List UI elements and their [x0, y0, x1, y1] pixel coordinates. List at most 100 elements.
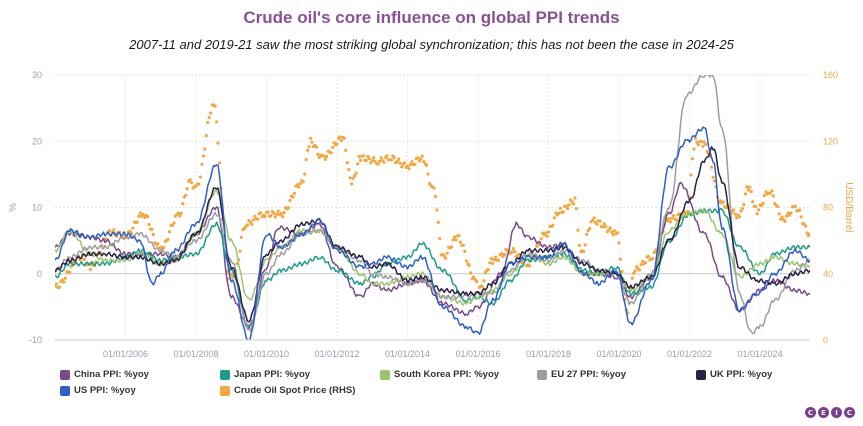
- oil-price-point: [748, 185, 752, 189]
- oil-price-point: [712, 179, 717, 183]
- oil-price-point: [611, 233, 615, 237]
- oil-price-point: [517, 252, 521, 256]
- chart-title: Crude oil's core influence on global PPI…: [243, 8, 620, 27]
- oil-price-point: [147, 222, 151, 227]
- y-left-tick-label: 10: [32, 203, 42, 213]
- oil-price-point: [378, 159, 382, 163]
- x-tick-label: 01/01/2014: [385, 349, 430, 359]
- oil-price-point: [433, 194, 437, 199]
- oil-price-point: [407, 167, 411, 171]
- oil-price-point: [436, 220, 440, 224]
- oil-price-point: [397, 157, 401, 161]
- oil-price-point: [420, 154, 424, 158]
- oil-price-point: [347, 168, 351, 172]
- y-left-tick-label: 20: [32, 136, 42, 146]
- oil-price-point: [445, 251, 449, 255]
- oil-price-point: [799, 215, 803, 219]
- legend-item-uk[interactable]: UK PPI: %yoy: [696, 369, 772, 380]
- legend-item-south-korea[interactable]: South Korea PPI: %yoy: [380, 369, 499, 380]
- oil-price-point: [759, 204, 764, 208]
- oil-price-point: [314, 145, 319, 149]
- oil-price-point: [107, 228, 111, 233]
- oil-price-point: [197, 182, 201, 186]
- oil-price-point: [317, 155, 321, 160]
- oil-price-point: [457, 234, 461, 238]
- x-tick-label: 01/01/2020: [597, 349, 642, 359]
- oil-price-point: [398, 161, 402, 165]
- oil-price-point: [245, 223, 249, 227]
- oil-price-point: [353, 174, 357, 178]
- oil-price-point: [511, 247, 515, 251]
- oil-price-point: [467, 263, 471, 268]
- oil-price-point: [188, 178, 192, 182]
- oil-price-point: [743, 192, 748, 196]
- oil-price-point: [502, 252, 507, 256]
- oil-price-point: [692, 147, 696, 151]
- oil-price-point: [145, 215, 150, 219]
- legend-item-eu27[interactable]: EU 27 PPI: %yoy: [537, 369, 626, 380]
- oil-price-point: [475, 280, 479, 284]
- y-right-tick-label: 160: [823, 70, 838, 80]
- oil-price-point: [279, 211, 283, 215]
- oil-price-point: [338, 135, 342, 139]
- oil-price-point: [373, 159, 377, 163]
- legend-label: Crude Oil Spot Price (RHS): [234, 385, 356, 396]
- legend-item-japan[interactable]: Japan PPI: %yoy: [220, 369, 310, 380]
- legend-item-crude-oil[interactable]: Crude Oil Spot Price (RHS): [220, 385, 355, 396]
- oil-price-point: [576, 228, 580, 232]
- oil-price-point: [435, 208, 439, 212]
- oil-price-point: [494, 255, 498, 259]
- oil-price-point: [370, 159, 374, 163]
- oil-price-point: [724, 206, 728, 210]
- oil-price-point: [329, 151, 333, 155]
- oil-price-point: [595, 222, 599, 226]
- oil-price-point: [385, 154, 389, 158]
- oil-price-point: [88, 268, 92, 272]
- oil-price-point: [651, 257, 655, 261]
- oil-price-point: [737, 215, 742, 219]
- oil-price-point: [535, 244, 539, 248]
- oil-price-point: [497, 258, 501, 262]
- oil-price-point: [454, 238, 458, 242]
- oil-price-point: [711, 175, 715, 179]
- oil-price-point: [438, 236, 442, 241]
- oil-price-point: [325, 154, 329, 159]
- oil-price-point: [646, 254, 651, 258]
- oil-price-point: [239, 235, 244, 239]
- oil-price-point: [780, 215, 784, 219]
- x-tick-label: 01/01/2006: [103, 349, 148, 359]
- oil-price-point: [229, 272, 233, 276]
- oil-price-point: [354, 171, 358, 175]
- oil-price-point: [207, 115, 211, 120]
- oil-price-point: [444, 256, 448, 260]
- chart-subtitle: 2007-11 and 2019-21 saw the most strikin…: [129, 37, 734, 52]
- oil-price-point: [527, 264, 532, 268]
- oil-price-point: [469, 271, 473, 275]
- oil-price-point: [281, 215, 285, 219]
- legend-item-us[interactable]: US PPI: %yoy: [60, 385, 136, 396]
- oil-price-point: [789, 211, 793, 215]
- oil-price-point: [151, 232, 155, 237]
- oil-price-point: [618, 257, 623, 261]
- oil-price-point: [287, 206, 291, 210]
- oil-price-point: [141, 212, 145, 216]
- legend-item-china[interactable]: China PPI: %yoy: [60, 369, 149, 380]
- oil-price-point: [168, 230, 172, 234]
- y-right-tick-label: 0: [823, 335, 828, 345]
- oil-price-point: [251, 218, 255, 222]
- oil-price-point: [598, 219, 602, 223]
- oil-price-point: [491, 261, 495, 265]
- oil-price-point: [610, 230, 614, 234]
- legend-swatch: [220, 385, 230, 396]
- oil-price-point: [309, 136, 313, 140]
- oil-price-point: [667, 217, 671, 221]
- x-tick-label: 01/01/2008: [173, 349, 218, 359]
- x-tick-label: 01/01/2012: [314, 349, 359, 359]
- oil-price-point: [273, 215, 277, 219]
- oil-price-point: [372, 156, 376, 160]
- oil-price-point: [307, 145, 311, 149]
- oil-price-point: [745, 185, 749, 189]
- oil-price-point: [266, 210, 270, 214]
- oil-price-point: [486, 267, 490, 272]
- oil-price-point: [426, 172, 430, 176]
